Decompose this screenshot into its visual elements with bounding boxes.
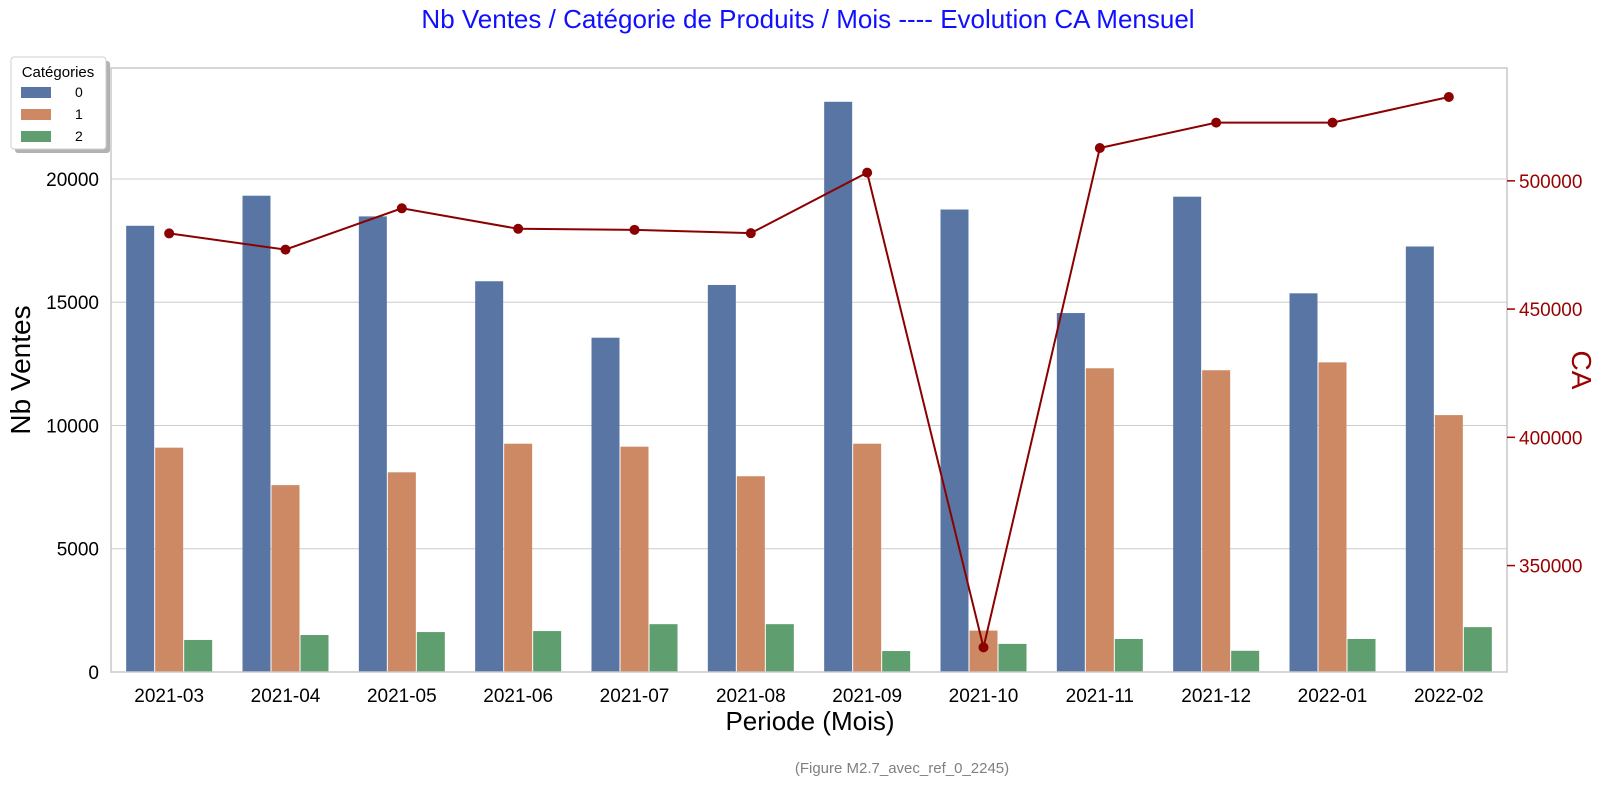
- bar-series-2: [416, 632, 445, 672]
- ca-point: [396, 203, 407, 214]
- bar-series-1: [504, 443, 533, 672]
- x-tick-label: 2021-07: [600, 686, 670, 707]
- bar-series-2: [649, 624, 678, 672]
- y-tick-label: 15000: [46, 293, 99, 314]
- bar-series-0: [1289, 293, 1318, 672]
- x-tick-label: 2021-06: [483, 686, 553, 707]
- bar-series-2: [998, 643, 1027, 672]
- bar-series-2: [1231, 650, 1260, 672]
- x-axis-title: Periode (Mois): [725, 706, 894, 736]
- ca-point: [513, 223, 524, 234]
- y-tick-label: 0: [88, 663, 99, 684]
- bar-series-1: [853, 443, 882, 672]
- ca-point: [280, 244, 291, 255]
- bar-series-0: [591, 337, 620, 672]
- bar-series-1: [1202, 370, 1231, 672]
- ca-point: [164, 228, 175, 239]
- ca-point: [629, 224, 640, 235]
- ca-point: [978, 642, 989, 653]
- bar-series-1: [736, 476, 765, 672]
- ca-point: [1211, 117, 1222, 128]
- bar-series-0: [1173, 196, 1202, 673]
- bar-series-0: [1056, 313, 1085, 672]
- x-tick-label: 2021-04: [251, 686, 321, 707]
- bar-series-1: [620, 446, 649, 672]
- legend-label-0: 0: [75, 84, 83, 100]
- x-tick-label: 2021-10: [949, 686, 1019, 707]
- ca-point: [745, 228, 756, 239]
- bar-series-1: [155, 447, 184, 672]
- chart-title: Nb Ventes / Catégorie de Produits / Mois…: [421, 4, 1194, 34]
- y-tick-label: 5000: [57, 540, 99, 561]
- x-tick-label: 2022-02: [1414, 686, 1484, 707]
- ca-point: [1327, 117, 1338, 128]
- bar-series-0: [126, 225, 155, 672]
- bar-series-0: [707, 284, 736, 672]
- y2-tick-label: 500000: [1519, 172, 1582, 193]
- x-tick-label: 2021-05: [367, 686, 437, 707]
- x-tick-label: 2021-11: [1066, 686, 1134, 707]
- bar-series-1: [271, 485, 300, 672]
- y2-tick-label: 450000: [1519, 300, 1582, 321]
- y-axis-title: Nb Ventes: [5, 305, 36, 434]
- legend-title: Catégories: [22, 64, 95, 81]
- bar-series-2: [184, 639, 213, 672]
- y2-tick-label: 400000: [1519, 428, 1582, 449]
- legend-label-1: 1: [75, 106, 83, 122]
- x-tick-label: 2021-12: [1181, 686, 1251, 707]
- y2-axis-title: CA: [1566, 351, 1597, 390]
- bar-series-0: [1405, 246, 1434, 672]
- bar-series-0: [940, 209, 969, 672]
- legend: Catégories 0 1 2: [10, 56, 110, 153]
- ca-line-group: [164, 91, 1454, 653]
- bar-series-0: [824, 101, 853, 672]
- bar-series-2: [1114, 638, 1143, 672]
- bar-series-2: [1463, 627, 1492, 672]
- bar-series-0: [242, 195, 271, 672]
- ca-point: [1094, 143, 1105, 154]
- bar-series-2: [300, 635, 329, 672]
- x-axis-ticks: 2021-03 2021-04 2021-05 2021-06 2021-07 2021-…: [134, 686, 1483, 707]
- y-tick-label: 10000: [46, 416, 99, 437]
- bar-series-2: [765, 624, 794, 672]
- ca-point: [862, 167, 873, 178]
- x-tick-label: 2021-03: [134, 686, 204, 707]
- bar-series-0: [358, 216, 387, 672]
- figure-caption: (Figure M2.7_avec_ref_0_2245): [795, 760, 1009, 777]
- bar-series-2: [533, 631, 562, 672]
- x-tick-label: 2021-09: [832, 686, 902, 707]
- legend-swatch-1: [21, 109, 51, 120]
- plot-frame: [110, 67, 1508, 673]
- bar-series-1: [1434, 415, 1463, 672]
- bar-series-1: [387, 472, 416, 672]
- bars-group: [126, 101, 1492, 673]
- legend-label-2: 2: [75, 128, 83, 144]
- legend-swatch-2: [21, 131, 51, 142]
- bar-series-2: [882, 651, 911, 672]
- x-tick-label: 2022-01: [1298, 686, 1368, 707]
- bar-series-0: [475, 281, 504, 672]
- legend-swatch-0: [21, 87, 51, 98]
- x-tick-label: 2021-08: [716, 686, 786, 707]
- bar-series-2: [1347, 638, 1376, 672]
- bar-series-1: [1318, 362, 1347, 672]
- y-tick-label: 20000: [46, 170, 99, 191]
- ca-line: [169, 96, 1450, 648]
- bar-series-1: [1085, 368, 1114, 672]
- y-axis-ticks: 0 5000 10000 15000 20000: [46, 170, 99, 684]
- y2-tick-label: 350000: [1519, 557, 1582, 578]
- y2-axis-ticks: 350000 400000 450000 500000: [1507, 172, 1582, 578]
- ca-point: [1443, 91, 1454, 102]
